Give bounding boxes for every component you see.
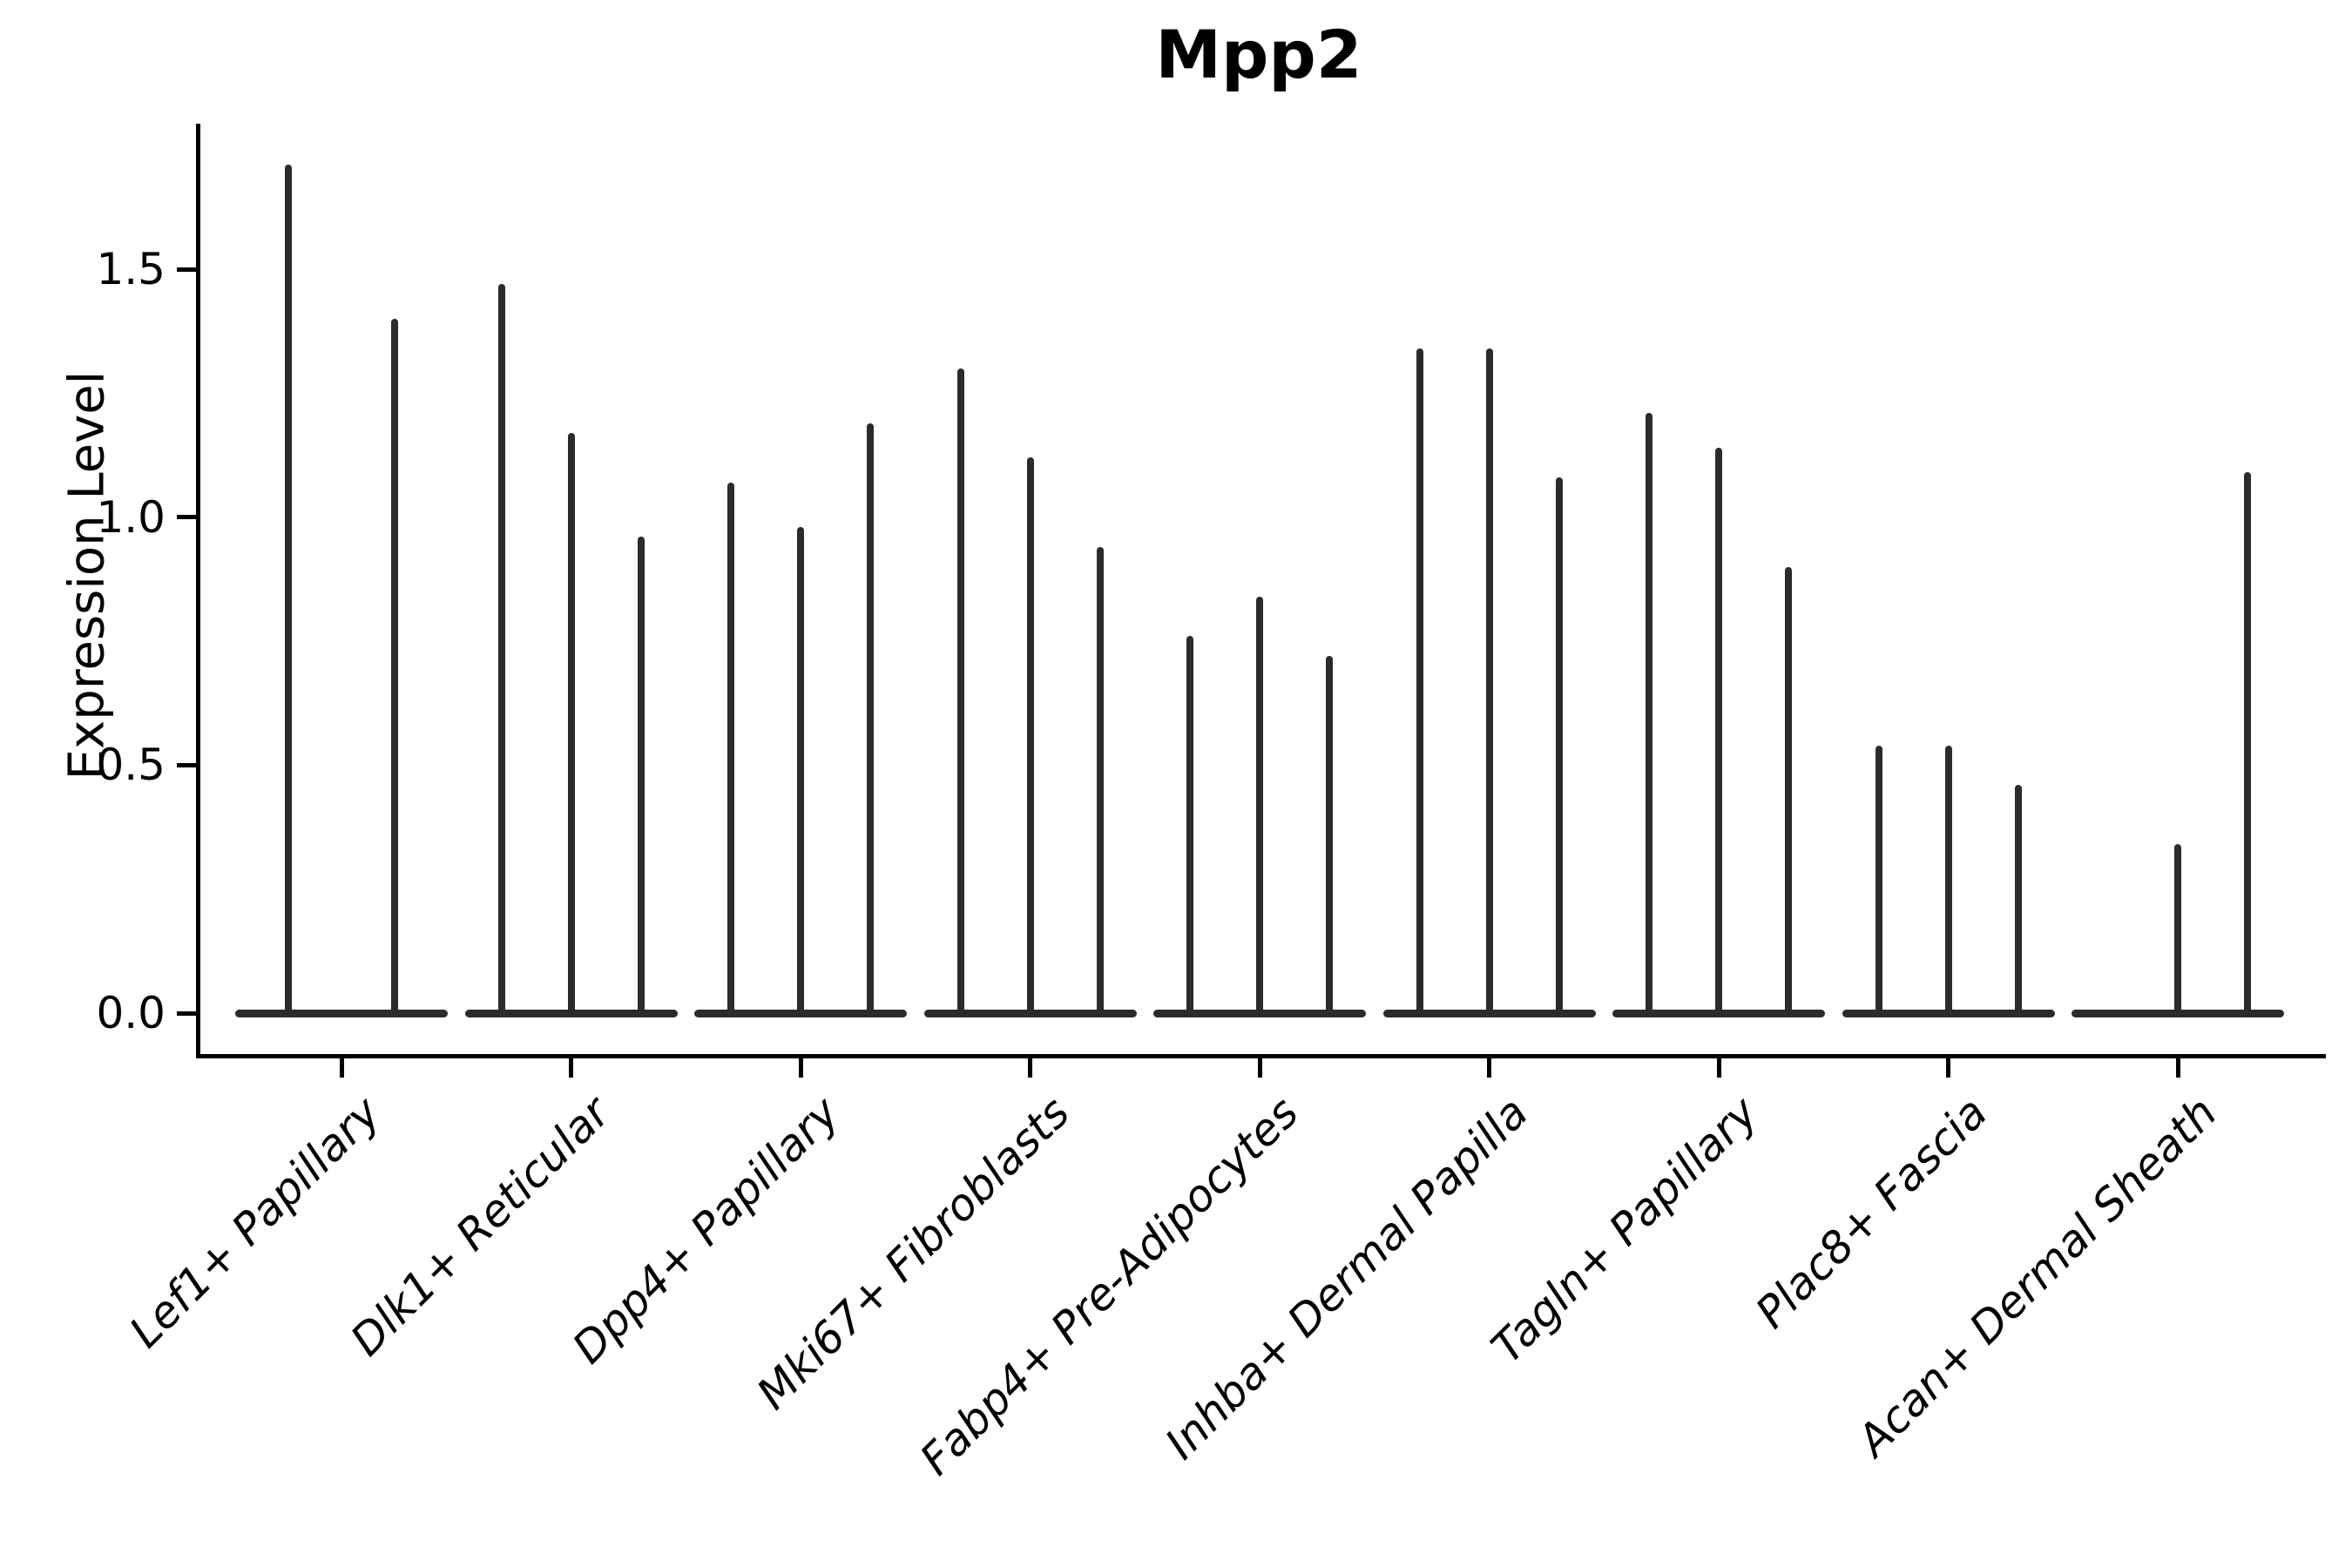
violin-needle xyxy=(797,527,804,1013)
x-category-label: Fabp4+ Pre-Adipocytes xyxy=(910,1087,1309,1485)
y-tick-label: 1.0 xyxy=(96,491,166,543)
violin-needle xyxy=(1485,348,1493,1013)
y-tick-mark xyxy=(177,762,196,767)
violin-needle xyxy=(1785,566,1792,1013)
x-tick-mark xyxy=(339,1058,344,1078)
violin-needle xyxy=(1256,596,1263,1013)
violin-needle xyxy=(1096,546,1104,1013)
violin-needle xyxy=(1326,656,1333,1013)
x-tick-mark xyxy=(1946,1058,1950,1078)
violin-base xyxy=(464,1009,678,1017)
violin-base xyxy=(694,1009,907,1017)
violin-needle xyxy=(1555,477,1563,1013)
violin-base xyxy=(1382,1009,1596,1017)
violin-needle xyxy=(727,482,734,1013)
violin-needle xyxy=(1944,745,1952,1013)
y-tick-label: 0.0 xyxy=(96,988,166,1038)
violin-needle xyxy=(2014,785,2022,1013)
violin-base xyxy=(1153,1009,1366,1017)
violin-needle xyxy=(391,318,398,1013)
violin-needle xyxy=(285,165,292,1013)
y-tick-mark xyxy=(177,267,196,272)
x-tick-mark xyxy=(1487,1058,1491,1078)
violin-needle xyxy=(1416,348,1423,1013)
y-tick-mark xyxy=(177,515,196,520)
violin-needle xyxy=(2174,844,2181,1013)
x-tick-mark xyxy=(569,1058,573,1078)
y-tick-label: 0.5 xyxy=(96,740,166,791)
violin-needle xyxy=(497,284,505,1013)
violin-needle xyxy=(956,368,964,1013)
x-tick-mark xyxy=(2175,1058,2180,1078)
y-tick-mark xyxy=(177,1010,196,1016)
violin-base xyxy=(923,1009,1137,1017)
violin-needle xyxy=(1026,457,1034,1013)
x-tick-mark xyxy=(1257,1058,1262,1078)
violin-needle xyxy=(867,422,874,1013)
plot-area: 0.0 0.5 1.0 1.5 Lef1+ Papillary Dlk1+ Reticul… xyxy=(96,124,2326,1485)
violin-base xyxy=(235,1009,448,1017)
violin-base xyxy=(1842,1009,2055,1017)
x-tick-mark xyxy=(798,1058,803,1078)
violin-needle xyxy=(1186,636,1193,1013)
x-category-label: Plac8+ Fascia xyxy=(1746,1087,1997,1338)
chart-title: Mpp2 xyxy=(1155,16,1362,93)
violin-needle xyxy=(2244,472,2251,1013)
y-tick-label: 1.5 xyxy=(96,244,166,295)
x-category-label: Inhba+ Dermal Papilla xyxy=(1156,1087,1538,1470)
violin-needle xyxy=(567,432,575,1013)
violin-needle xyxy=(1875,745,1882,1013)
violin-needle xyxy=(1715,447,1722,1013)
violin-base xyxy=(2072,1009,2284,1017)
x-tick-mark xyxy=(1716,1058,1721,1078)
violin-needle xyxy=(1646,413,1652,1013)
x-tick-mark xyxy=(1028,1058,1032,1078)
violin-needle xyxy=(637,537,645,1013)
x-category-label: Lef1+ Papillary xyxy=(119,1087,391,1358)
violin-base xyxy=(1612,1009,1825,1017)
